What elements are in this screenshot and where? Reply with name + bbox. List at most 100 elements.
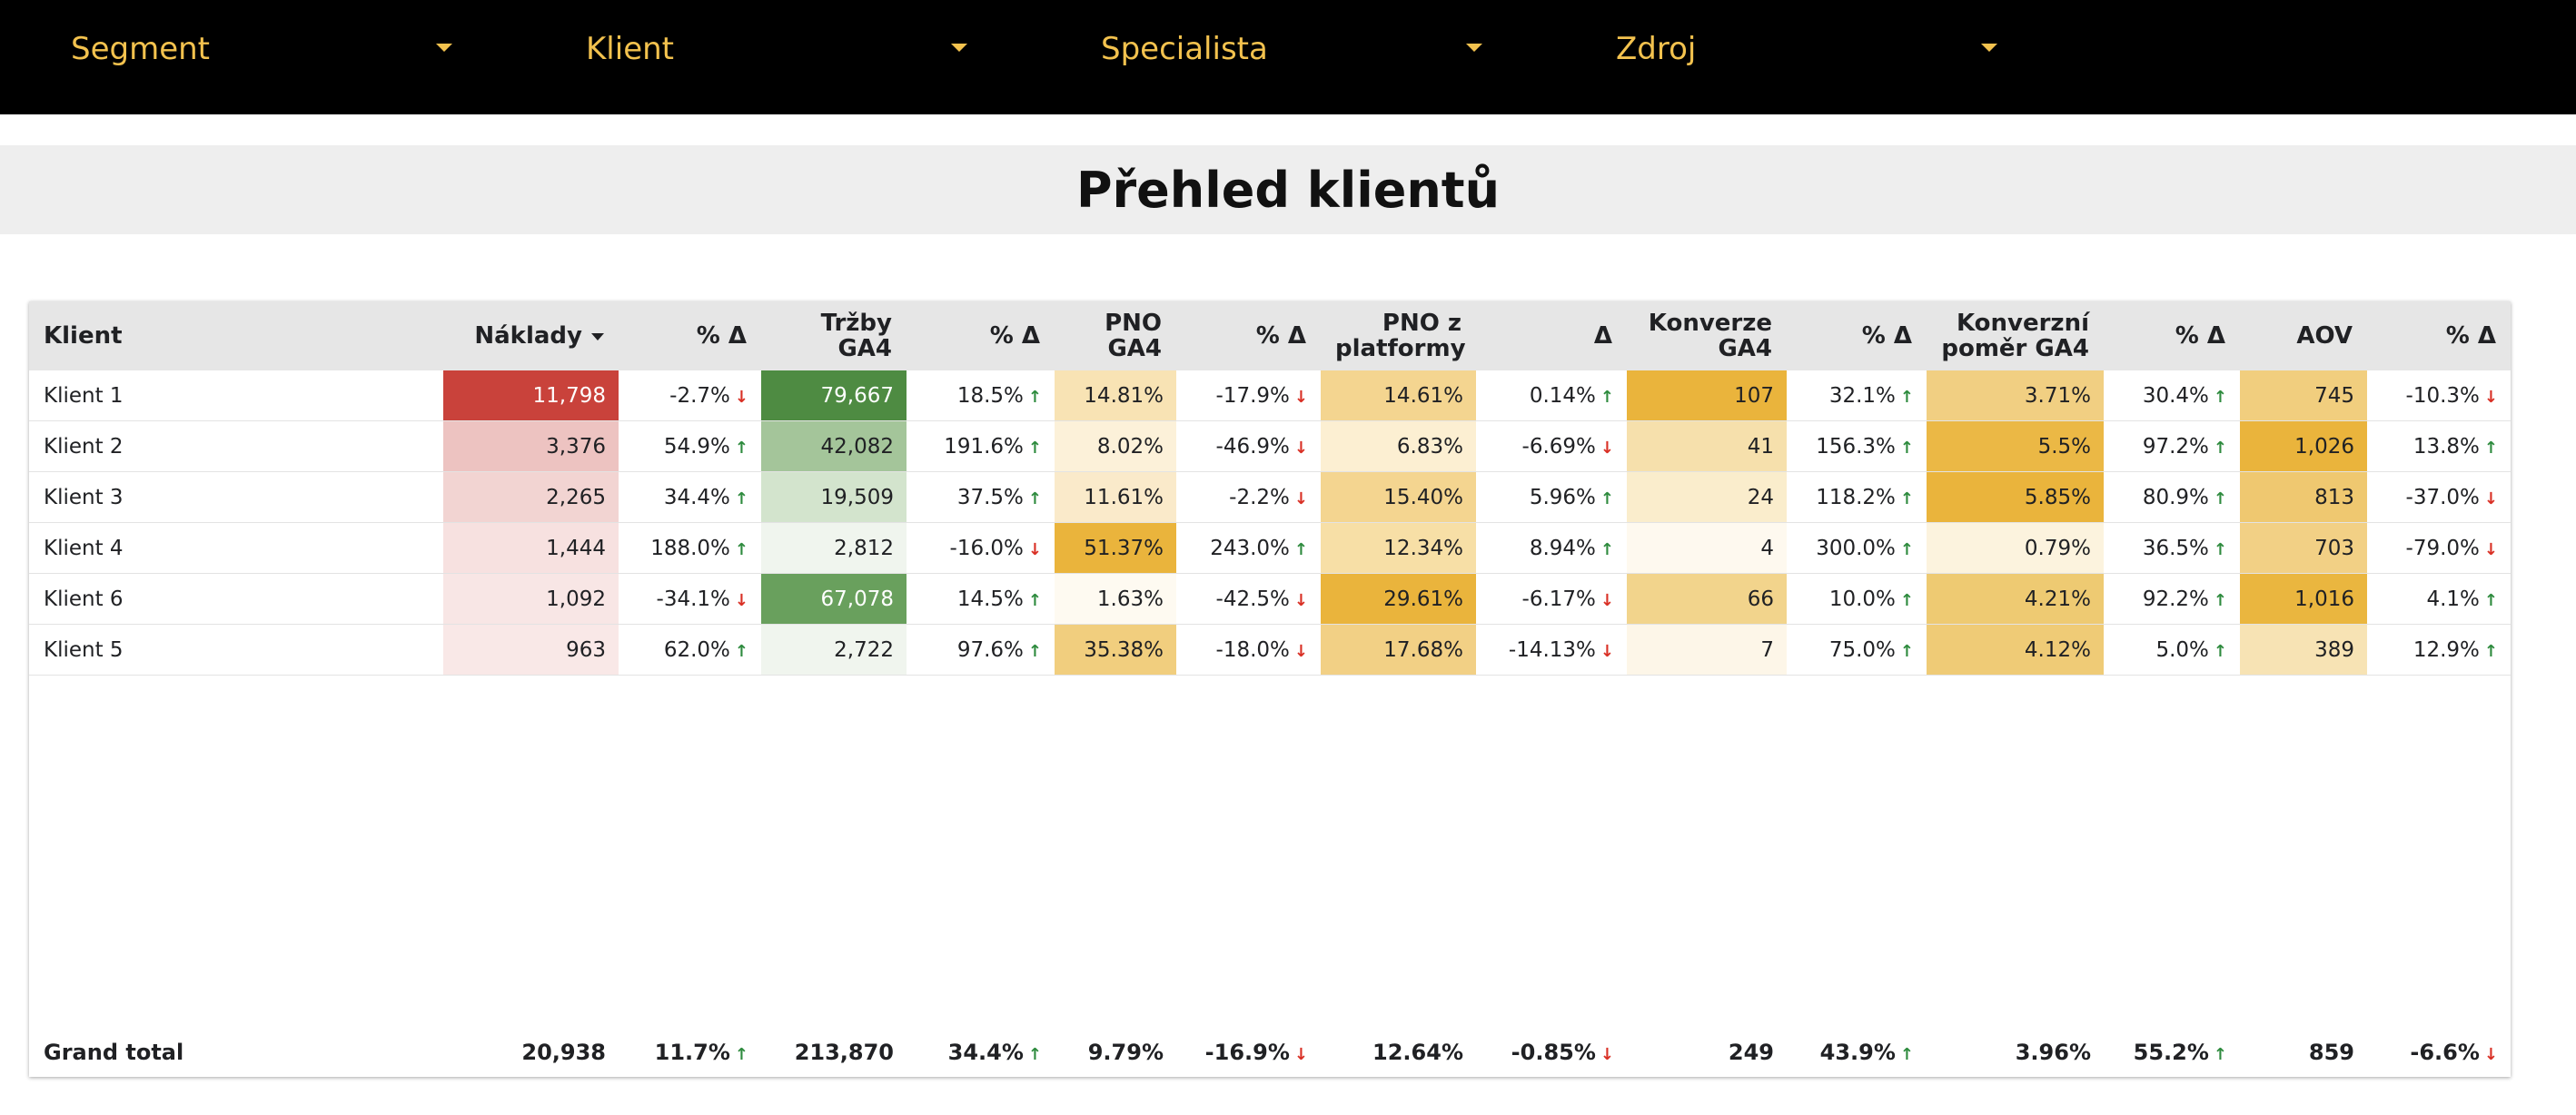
table-row[interactable]: Klient 6 1,092 -34.1% ↓ 67,078 14.5% ↑ 1.63% -42… (29, 573, 2511, 625)
grand-total-cell: 9.79% (1055, 1040, 1176, 1065)
cell-value: 2,265 (546, 485, 606, 509)
table-cell: 7 (1627, 624, 1787, 676)
cell-value: 1,444 (546, 536, 606, 560)
table-cell: 80.9% ↑ (2104, 471, 2240, 523)
arrow-down-icon: ↓ (734, 387, 748, 407)
filter-segment[interactable]: Segment (71, 0, 452, 98)
column-header-7[interactable]: PNO z platformy (1321, 301, 1476, 370)
cell-value: 37.5% (956, 485, 1024, 509)
table-cell: 97.6% ↑ (907, 624, 1055, 676)
table-cell: -10.3% ↓ (2367, 370, 2511, 421)
cell-value: 703 (2314, 536, 2354, 560)
table-cell: 703 (2240, 522, 2367, 574)
table-row[interactable]: Klient 3 2,265 34.4% ↑ 19,509 37.5% ↑ 11.61% -2.… (29, 471, 2511, 523)
filter-zdroj[interactable]: Zdroj (1616, 0, 1997, 98)
cell-value: 1,016 (2294, 587, 2354, 611)
cell-value: 191.6% (944, 434, 1024, 459)
arrow-up-icon: ↑ (2213, 641, 2227, 661)
column-header-11[interactable]: Konverzní poměr GA4 (1927, 301, 2104, 370)
table-cell: 29.61% (1321, 573, 1476, 625)
table-cell: 36.5% ↑ (2104, 522, 2240, 574)
cell-value: 5.5% (2037, 434, 2091, 459)
table-cell: 79,667 (761, 370, 907, 421)
column-header-2[interactable]: % Δ (619, 301, 761, 370)
table-body: Klient 1 11,798 -2.7% ↓ 79,667 18.5% ↑ 14.81% -1… (29, 370, 2511, 676)
table-cell: 35.38% (1055, 624, 1176, 676)
column-header-0[interactable]: Klient (29, 301, 443, 370)
column-header-label: % Δ (2445, 322, 2496, 350)
grand-total-cell: 859 (2240, 1040, 2367, 1065)
cell-value: 12.34% (1383, 536, 1463, 560)
column-header-6[interactable]: % Δ (1176, 301, 1321, 370)
table-cell: 13.8% ↑ (2367, 420, 2511, 472)
table-row[interactable]: Klient 2 3,376 54.9% ↑ 42,082 191.6% ↑ 8.02% -46… (29, 420, 2511, 472)
column-header-3[interactable]: Tržby GA4 (761, 301, 907, 370)
table-cell: -34.1% ↓ (619, 573, 761, 625)
cell-value: 18.5% (956, 383, 1024, 408)
client-name-cell: Klient 6 (29, 573, 443, 625)
cell-value: -6.69% (1521, 434, 1596, 459)
cell-value: -16.9% (1204, 1040, 1290, 1065)
column-header-8[interactable]: Δ (1476, 301, 1627, 370)
cell-value: 35.38% (1084, 637, 1164, 662)
arrow-down-icon: ↓ (1293, 488, 1308, 508)
arrow-up-icon: ↑ (1600, 539, 1614, 559)
column-header-4[interactable]: % Δ (907, 301, 1055, 370)
table-row[interactable]: Klient 5 963 62.0% ↑ 2,722 97.6% ↑ 35.38% -18.0%… (29, 624, 2511, 676)
arrow-down-icon: ↓ (1600, 590, 1614, 610)
arrow-down-icon: ↓ (2483, 387, 2498, 407)
cell-value: 118.2% (1816, 485, 1896, 509)
cell-value: 97.2% (2142, 434, 2209, 459)
client-table: Klient Náklady % Δ Tržby GA4 % Δ PNO GA4 % Δ PN… (29, 301, 2511, 676)
column-header-label: AOV (2296, 322, 2353, 350)
cell-value: -0.85% (1511, 1040, 1596, 1065)
cell-value: -6.17% (1521, 587, 1596, 611)
arrow-down-icon: ↓ (1600, 1045, 1614, 1064)
table-cell: 389 (2240, 624, 2367, 676)
cell-value: 80.9% (2142, 485, 2209, 509)
cell-value: -46.9% (1215, 434, 1290, 459)
table-cell: 1,444 (443, 522, 619, 574)
grand-total-row: Grand total 20,938 11.7% ↑ 213,870 34.4% ↑ 9.79… (0, 1021, 2511, 1084)
table-cell: -46.9% ↓ (1176, 420, 1321, 472)
cell-value: -14.13% (1508, 637, 1596, 662)
arrow-up-icon: ↑ (1899, 488, 1914, 508)
filter-klient[interactable]: Klient (586, 0, 967, 98)
filter-klient-label: Klient (586, 31, 674, 67)
table-cell: 107 (1627, 370, 1787, 421)
cell-value: 243.0% (1210, 536, 1290, 560)
arrow-up-icon: ↑ (1027, 1045, 1042, 1064)
column-header-10[interactable]: % Δ (1787, 301, 1927, 370)
cell-value: 30.4% (2142, 383, 2209, 408)
cell-value: 11.7% (654, 1040, 730, 1065)
cell-value: Klient 5 (44, 637, 124, 662)
table-cell: 24 (1627, 471, 1787, 523)
table-row[interactable]: Klient 4 1,444 188.0% ↑ 2,812 -16.0% ↓ 51.37% 24… (29, 522, 2511, 574)
table-cell: 188.0% ↑ (619, 522, 761, 574)
column-header-14[interactable]: % Δ (2367, 301, 2511, 370)
table-cell: 4.21% (1927, 573, 2104, 625)
cell-value: 75.0% (1828, 637, 1896, 662)
column-header-9[interactable]: Konverze GA4 (1627, 301, 1787, 370)
client-name-cell: Klient 2 (29, 420, 443, 472)
grand-total-cell: -16.9% ↓ (1176, 1040, 1321, 1065)
column-header-5[interactable]: PNO GA4 (1055, 301, 1176, 370)
table-cell: 10.0% ↑ (1787, 573, 1927, 625)
column-header-1[interactable]: Náklady (443, 301, 619, 370)
table-cell: 1,016 (2240, 573, 2367, 625)
chevron-down-icon (1466, 44, 1482, 52)
column-header-13[interactable]: AOV (2240, 301, 2367, 370)
table-cell: -6.69% ↓ (1476, 420, 1627, 472)
table-row[interactable]: Klient 1 11,798 -2.7% ↓ 79,667 18.5% ↑ 14.81% -1… (29, 370, 2511, 421)
grand-total-cell: 11.7% ↑ (619, 1040, 761, 1065)
arrow-up-icon: ↑ (1899, 1045, 1914, 1064)
cell-value: 14.61% (1383, 383, 1463, 408)
table-cell: 243.0% ↑ (1176, 522, 1321, 574)
arrow-up-icon: ↑ (2213, 438, 2227, 458)
column-header-12[interactable]: % Δ (2104, 301, 2240, 370)
filter-specialista[interactable]: Specialista (1101, 0, 1482, 98)
cell-value: 92.2% (2142, 587, 2209, 611)
cell-value: 249 (1728, 1040, 1774, 1065)
arrow-up-icon: ↑ (1027, 387, 1042, 407)
table-cell: -17.9% ↓ (1176, 370, 1321, 421)
